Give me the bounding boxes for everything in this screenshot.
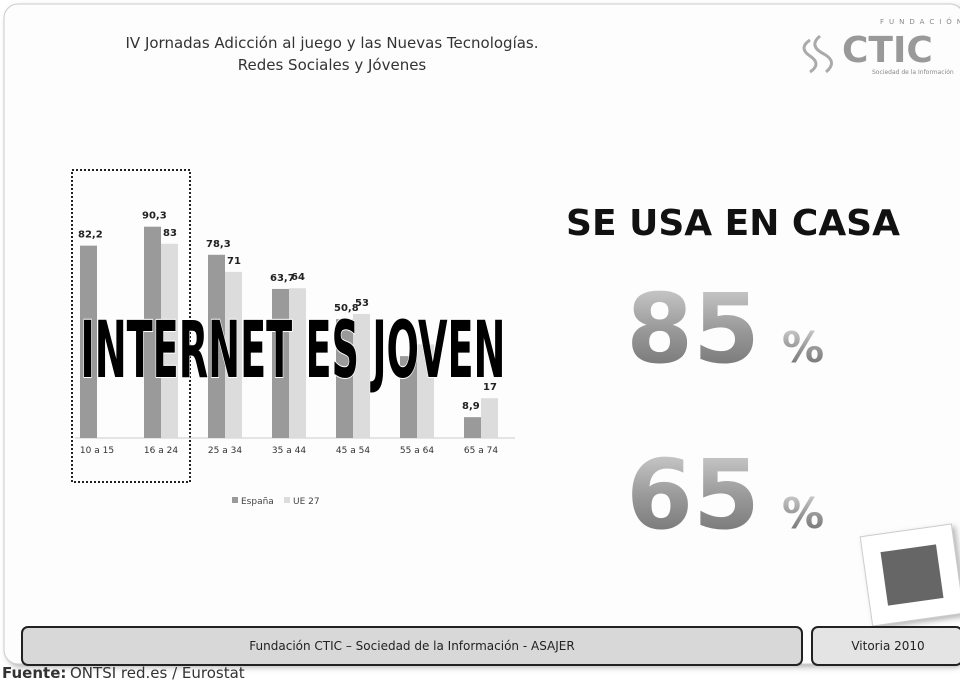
legend-swatch — [232, 497, 238, 503]
headline: SE USA EN CASA — [566, 203, 900, 244]
value-label: 50,8 — [334, 303, 359, 314]
value-label: 53 — [355, 298, 369, 309]
x-tick-label: 16 a 24 — [144, 446, 178, 456]
logo: FUNDACIÓN CTIC Sociedad de la Informació… — [802, 17, 960, 76]
legend-swatch — [284, 497, 290, 503]
stat-number: 65 — [626, 439, 760, 551]
x-tick-label: 10 a 15 — [80, 446, 114, 456]
x-tick-label: 35 a 44 — [272, 446, 306, 456]
footer-box — [21, 626, 803, 666]
footer-box — [811, 626, 960, 666]
source-label: Fuente: — [2, 664, 66, 680]
x-tick-label: 55 a 64 — [400, 446, 434, 456]
legend-label: UE 27 — [293, 497, 320, 507]
logo-name: CTIC — [842, 30, 933, 71]
bar — [208, 254, 225, 438]
logo-sub: Sociedad de la Información — [872, 69, 954, 76]
bar — [161, 243, 178, 438]
photo-image — [880, 544, 944, 606]
value-label: 78,3 — [206, 239, 231, 250]
bar — [80, 245, 97, 438]
value-label: 90,3 — [142, 211, 167, 222]
bar — [272, 288, 289, 438]
value-label: 63,7 — [270, 273, 295, 284]
x-tick-label: 45 a 54 — [336, 446, 370, 456]
photo — [859, 523, 960, 627]
overlay-text: INTERNET ES JOVEN — [81, 306, 506, 396]
bar — [225, 271, 242, 438]
bar — [289, 288, 306, 438]
title: Redes Sociales y Jóvenes — [238, 56, 427, 74]
bar — [400, 356, 417, 438]
legend-label: España — [241, 497, 274, 507]
footer-text: Fundación CTIC – Sociedad de la Informac… — [249, 639, 574, 653]
value-label: 82,2 — [78, 230, 103, 241]
value-label: 17 — [483, 382, 497, 393]
legend: España UE 27 — [232, 497, 320, 507]
bar — [481, 398, 498, 438]
stat-unit: % — [782, 489, 824, 538]
stat-unit: % — [782, 323, 824, 372]
title: IV Jornadas Adicción al juego y las Nuev… — [125, 34, 538, 52]
bar — [464, 417, 481, 438]
highlight-box — [71, 169, 191, 483]
value-label: 83 — [163, 228, 177, 239]
source: ONTSI red.es / Eurostat — [70, 664, 245, 680]
value-label: 64 — [291, 272, 305, 283]
bar — [353, 313, 370, 438]
logo-swirl — [802, 34, 833, 74]
logo-top: FUNDACIÓN — [880, 17, 960, 26]
bars: 10 a 15 82,2 16 a 24 90,3 83 25 a 34 78,3 71 35 … — [78, 211, 498, 456]
value-label: 8,9 — [462, 401, 480, 412]
bar — [144, 226, 161, 438]
x-tick-label: 25 a 34 — [208, 446, 242, 456]
x-tick-label: 65 a 74 — [464, 446, 498, 456]
footer-text: Vitoria 2010 — [851, 639, 924, 653]
stat-number: 85 — [626, 273, 760, 385]
value-label: 71 — [227, 256, 241, 267]
bar — [417, 344, 434, 438]
bar — [336, 319, 353, 438]
